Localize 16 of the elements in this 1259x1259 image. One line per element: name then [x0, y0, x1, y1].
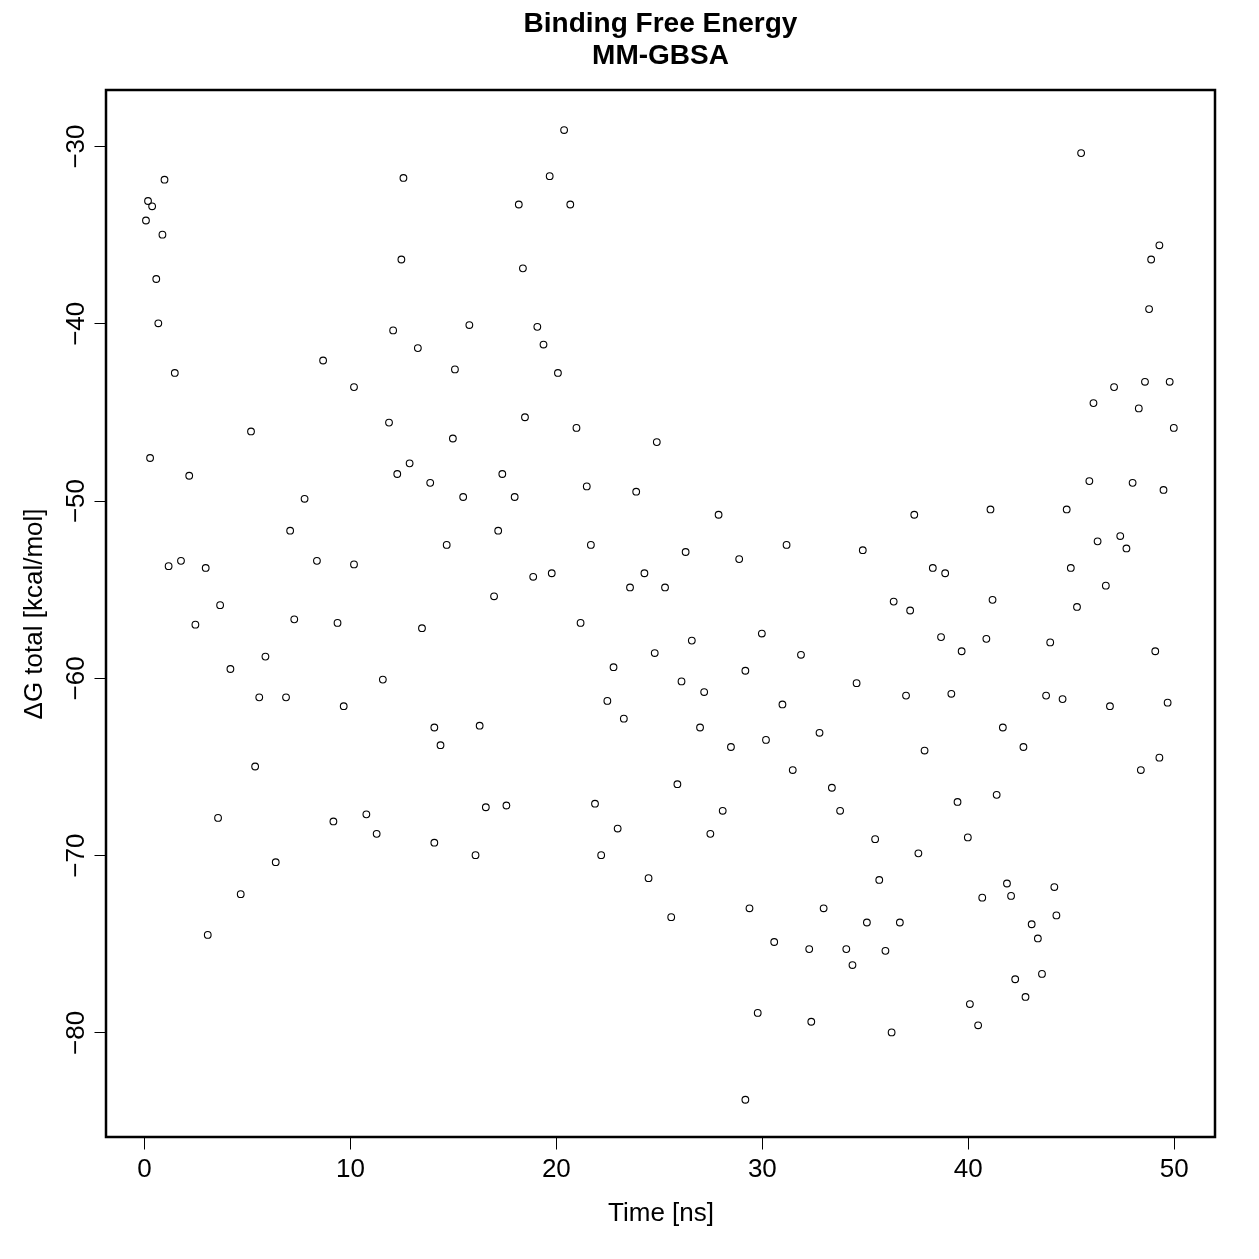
- y-tick-label: −80: [59, 1010, 90, 1055]
- chart-title: Binding Free Energy: [523, 7, 798, 38]
- x-tick-label: 50: [1159, 1152, 1189, 1183]
- y-tick-label: −60: [59, 656, 90, 701]
- x-tick-label: 20: [541, 1152, 571, 1183]
- y-tick-label: −50: [59, 479, 90, 524]
- y-axis-title: ΔG total [kcal/mol]: [17, 508, 48, 720]
- y-tick-label: −40: [59, 301, 90, 346]
- y-tick-label: −70: [59, 833, 90, 878]
- x-tick-label: 0: [137, 1152, 152, 1183]
- chart-subtitle: MM-GBSA: [592, 39, 729, 70]
- y-tick-label: −30: [59, 124, 90, 169]
- x-tick-label: 40: [953, 1152, 983, 1183]
- x-axis-title: Time [ns]: [608, 1196, 714, 1227]
- x-tick-label: 10: [335, 1152, 365, 1183]
- x-tick-label: 30: [747, 1152, 777, 1183]
